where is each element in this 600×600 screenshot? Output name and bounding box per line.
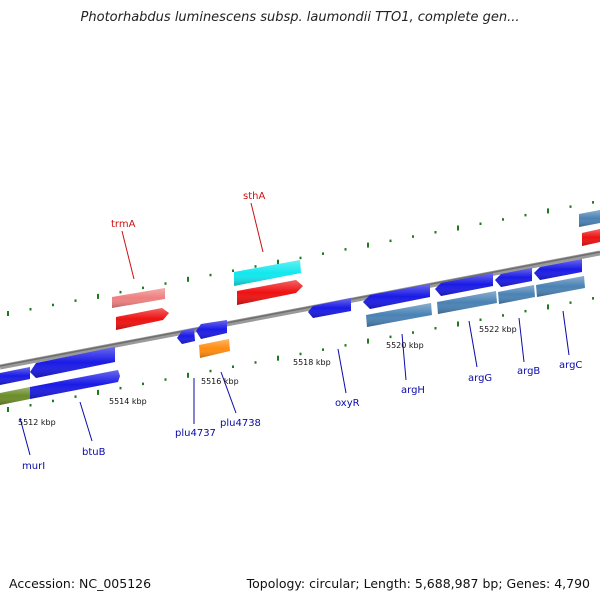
gene-sthA-red[interactable] bbox=[237, 280, 303, 305]
gene-oxyR[interactable] bbox=[308, 298, 351, 318]
gene-argG[interactable] bbox=[435, 273, 493, 296]
gene-edge-steel[interactable] bbox=[579, 210, 600, 227]
inner-tick-track bbox=[7, 297, 594, 412]
outer-tick-track bbox=[7, 201, 594, 316]
gene-plu4738[interactable] bbox=[196, 320, 227, 339]
gene-argG-steel[interactable] bbox=[437, 291, 497, 314]
gene-label-plu4737[interactable]: plu4737 bbox=[175, 428, 216, 439]
gene-btuB-upper[interactable] bbox=[30, 347, 115, 378]
gene-label-argG[interactable]: argG bbox=[468, 373, 492, 384]
gene-edge-red[interactable] bbox=[582, 229, 600, 246]
scale-labels: 5512 kbp 5514 kbp 5516 kbp 5518 kbp 5520… bbox=[18, 325, 517, 427]
gene-argH-steel[interactable] bbox=[366, 303, 432, 327]
map-title: Photorhabdus luminescens subsp. laumondi… bbox=[80, 10, 520, 25]
gene-label-btuB[interactable]: btuB bbox=[82, 447, 106, 458]
scale-label-5512: 5512 kbp bbox=[18, 418, 56, 427]
gene-label-sthA[interactable]: sthA bbox=[243, 191, 265, 202]
topology-text: Topology: circular; Length: 5,688,987 bp… bbox=[246, 576, 590, 591]
gene-murI[interactable] bbox=[0, 387, 30, 405]
gene-label-murI[interactable]: murI bbox=[22, 461, 45, 472]
gene-argC-steel[interactable] bbox=[536, 276, 585, 297]
scale-label-5516: 5516 kbp bbox=[201, 377, 239, 386]
gene-label-argC[interactable]: argC bbox=[559, 360, 582, 371]
accession-text: Accession: NC_005126 bbox=[9, 576, 152, 591]
gene-murI-upper[interactable] bbox=[0, 367, 30, 385]
gene-argH[interactable] bbox=[363, 284, 430, 309]
gene-labels: trmA sthA murI btuB plu4737 plu4738 oxyR… bbox=[22, 191, 582, 472]
scale-label-5518: 5518 kbp bbox=[293, 358, 331, 367]
gene-features bbox=[0, 210, 600, 405]
scale-label-5520: 5520 kbp bbox=[386, 341, 424, 350]
gene-argC[interactable] bbox=[534, 259, 582, 280]
gene-label-trmA[interactable]: trmA bbox=[111, 219, 136, 230]
gene-trmA-red[interactable] bbox=[116, 308, 169, 330]
gene-argB-steel[interactable] bbox=[498, 285, 535, 304]
gene-btuB[interactable] bbox=[30, 370, 120, 399]
gene-label-argH[interactable]: argH bbox=[401, 385, 425, 396]
gene-plu4738-orange[interactable] bbox=[199, 339, 230, 358]
label-leaders bbox=[19, 202, 570, 456]
gene-argB[interactable] bbox=[495, 268, 532, 287]
gene-label-argB[interactable]: argB bbox=[517, 366, 540, 377]
genome-backbone bbox=[0, 250, 600, 370]
gene-sthA[interactable] bbox=[234, 260, 301, 286]
gene-trmA[interactable] bbox=[112, 288, 165, 308]
gene-label-plu4738[interactable]: plu4738 bbox=[220, 418, 261, 429]
gene-label-oxyR[interactable]: oxyR bbox=[335, 398, 360, 409]
gene-plu4737[interactable] bbox=[177, 328, 195, 344]
scale-label-5522: 5522 kbp bbox=[479, 325, 517, 334]
scale-label-5514: 5514 kbp bbox=[109, 397, 147, 406]
